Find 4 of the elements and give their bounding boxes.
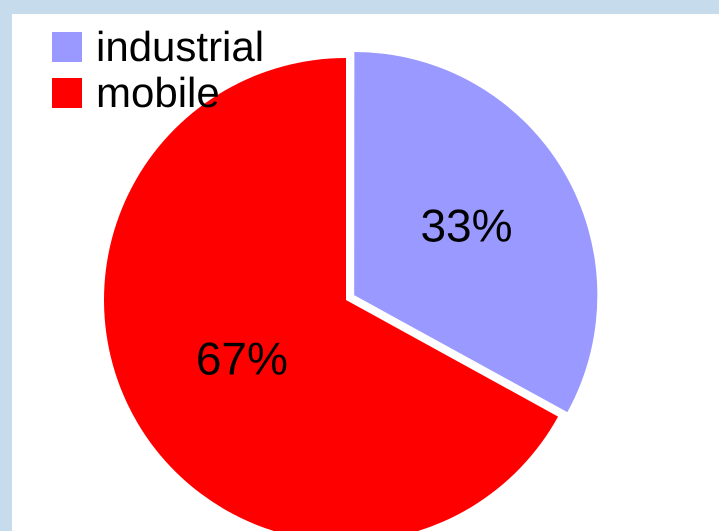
legend-label: industrial: [96, 23, 264, 70]
data-label: 33%: [420, 199, 513, 252]
data-label: 67%: [196, 332, 288, 384]
legend-label: mobile: [96, 69, 220, 116]
